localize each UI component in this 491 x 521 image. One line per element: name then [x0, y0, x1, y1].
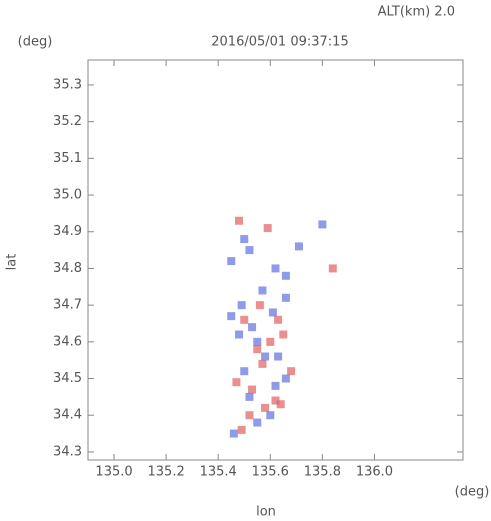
echo-point: [281, 293, 290, 302]
y-tick-label: 34.9: [53, 224, 82, 239]
y-tick-label: 35.1: [53, 151, 82, 166]
x-tick-label: 136.0: [356, 465, 393, 480]
echo-point: [237, 301, 246, 310]
x-tick-label: 135.4: [200, 465, 237, 480]
echo-point: [248, 323, 257, 332]
y-axis-label: lat: [5, 254, 20, 271]
echo-point: [240, 367, 249, 376]
y-unit: (deg): [18, 35, 53, 50]
y-tick-label: 35.2: [53, 114, 82, 129]
x-tick-label: 135.0: [95, 465, 132, 480]
echo-point: [253, 337, 262, 346]
y-tick-label: 34.4: [53, 408, 82, 423]
altitude-label: ALT(km) 2.0: [378, 5, 455, 20]
echo-point: [240, 235, 249, 244]
echo-point: [232, 378, 241, 387]
echo-point: [248, 385, 257, 394]
y-tick-label: 34.7: [53, 298, 82, 313]
echo-point: [261, 403, 270, 412]
echo-point: [229, 429, 238, 438]
echo-point: [237, 425, 246, 434]
echo-point: [235, 216, 244, 225]
echo-point: [227, 257, 236, 266]
echo-point: [274, 315, 283, 324]
echo-point: [281, 271, 290, 280]
echo-point: [276, 400, 285, 409]
chart-title: 2016/05/01 09:37:15: [211, 35, 348, 50]
echo-point: [287, 367, 296, 376]
echo-point: [227, 312, 236, 321]
echo-point: [240, 315, 249, 324]
echo-point: [263, 224, 272, 233]
x-tick-label: 135.8: [304, 465, 341, 480]
echo-point: [255, 301, 264, 310]
echo-point: [274, 352, 283, 361]
x-unit: (deg): [455, 485, 490, 500]
y-tick-label: 34.6: [53, 334, 82, 349]
y-tick-label: 35.3: [53, 77, 82, 92]
x-tick-label: 135.2: [148, 465, 185, 480]
echo-point: [245, 246, 254, 255]
y-tick-label: 35.0: [53, 188, 82, 203]
echo-point: [294, 242, 303, 251]
echo-point: [271, 381, 280, 390]
x-axis-label: lon: [256, 505, 276, 520]
echo-point: [271, 264, 280, 273]
echo-point: [253, 345, 262, 354]
echo-point: [279, 330, 288, 339]
echo-point: [266, 411, 275, 420]
echo-point: [268, 308, 277, 317]
echo-point: [261, 352, 270, 361]
echo-point: [266, 337, 275, 346]
echo-point: [271, 396, 280, 405]
echo-point: [245, 411, 254, 420]
echo-point: [328, 264, 337, 273]
echo-point: [258, 359, 267, 368]
echo-point: [281, 374, 290, 383]
y-tick-label: 34.5: [53, 371, 82, 386]
echo-point: [253, 418, 262, 427]
plot-frame: [87, 59, 464, 461]
echo-point: [245, 392, 254, 401]
y-tick-label: 34.3: [53, 444, 82, 459]
x-tick-label: 135.6: [252, 465, 289, 480]
echo-point: [258, 286, 267, 295]
y-tick-label: 34.8: [53, 261, 82, 276]
echo-point: [318, 220, 327, 229]
echo-point: [235, 330, 244, 339]
